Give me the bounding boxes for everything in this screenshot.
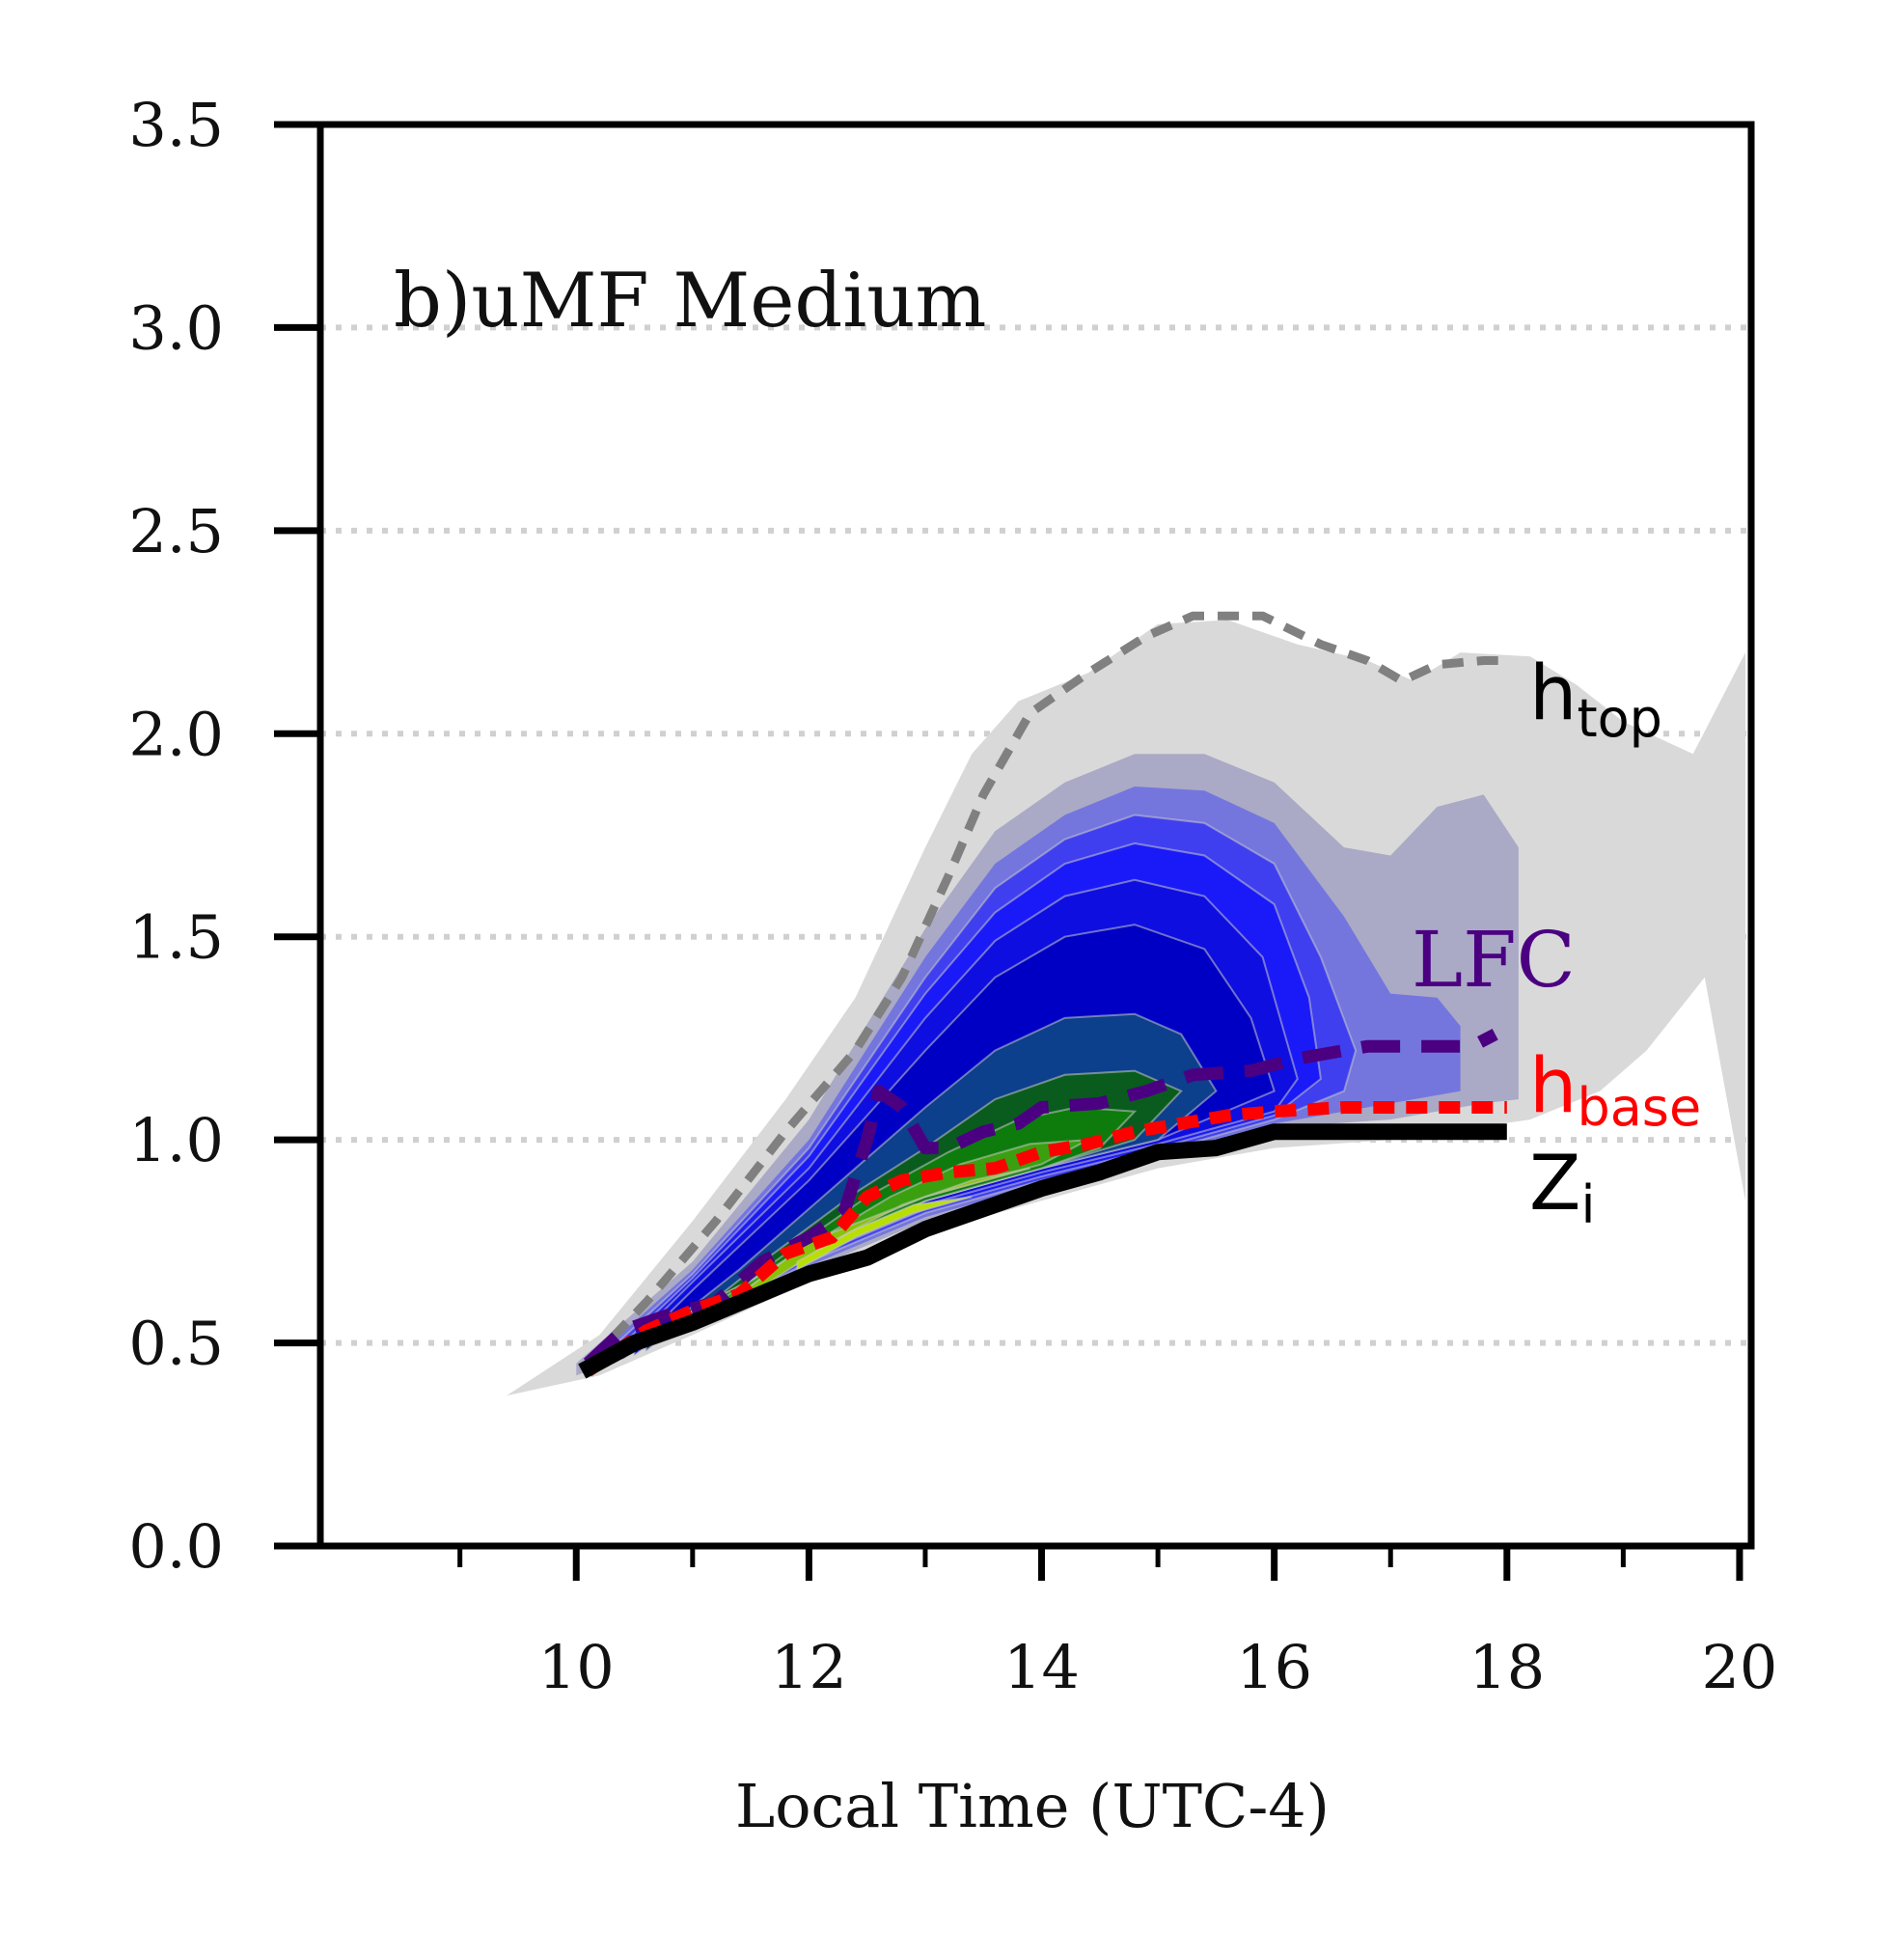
x-tick-label-4: 18: [1469, 1632, 1545, 1702]
y-tick-label-0: 0.0: [128, 1511, 224, 1582]
contour-level-11: [796, 1196, 973, 1272]
series-label-htop-sub: top: [1577, 688, 1662, 749]
series-label-hbase-main: h: [1529, 1043, 1577, 1130]
series-line-zi: [578, 1123, 1507, 1379]
y-tick-label-4: 2.0: [128, 699, 224, 769]
x-tick-label-2: 14: [1003, 1632, 1080, 1702]
series-line-lfc: [583, 1028, 1498, 1368]
y-tick-label-3: 1.5: [128, 902, 224, 973]
y-tick-label-2: 1.0: [128, 1105, 224, 1175]
x-axis: 10 12 14 16 18 20: [457, 1546, 1777, 1702]
x-tick-label-3: 16: [1236, 1632, 1312, 1702]
x-tick-label-1: 12: [771, 1632, 847, 1702]
series-label-lfc: LFC: [1412, 915, 1576, 1005]
y-tick-label-1: 0.5: [128, 1309, 224, 1379]
series-label-htop: htop: [1529, 650, 1662, 749]
series-label-htop-main: h: [1529, 650, 1577, 737]
series-label-hbase: hbase: [1529, 1043, 1701, 1138]
y-tick-label-6: 3.0: [128, 292, 224, 363]
series-label-hbase-sub: base: [1577, 1077, 1701, 1138]
series-label-zi-main: Z: [1529, 1141, 1580, 1228]
boundary-lines: [578, 611, 1507, 1379]
series-label-zi-sub: i: [1580, 1174, 1595, 1235]
y-tick-label-5: 2.5: [128, 496, 224, 566]
panel-title: b)uMF Medium: [394, 258, 986, 345]
y-tick-label-7: 3.5: [128, 90, 224, 160]
series-line-hbase: [584, 1101, 1507, 1377]
x-tick-label-5: 20: [1701, 1632, 1777, 1702]
plot-frame: [316, 121, 1755, 1550]
series-label-zi: Zi: [1529, 1141, 1595, 1235]
y-axis: 0.0 0.5 1.0 1.5 2.0 2.5 3.0 3.5: [128, 90, 320, 1582]
x-tick-label-0: 10: [538, 1632, 615, 1702]
x-axis-title: Local Time (UTC-4): [735, 1771, 1330, 1841]
